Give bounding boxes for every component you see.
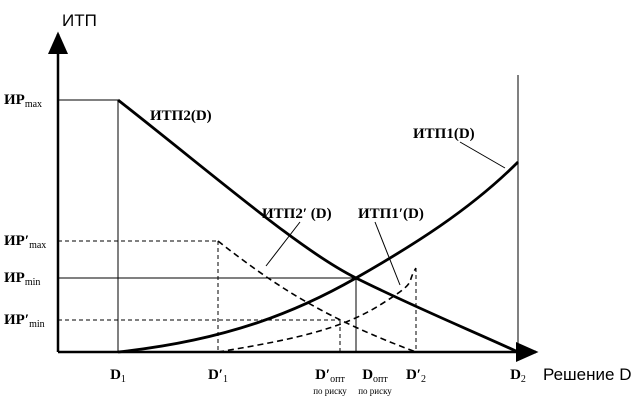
label-main: ИР xyxy=(4,270,25,286)
curves xyxy=(117,98,519,354)
label-sub: опт xyxy=(373,374,388,385)
label-sub: опт xyxy=(330,374,345,385)
label-sub: min xyxy=(25,277,41,288)
label-sub: 2 xyxy=(421,374,426,385)
curve-labels: ИТП2(D) ИТП1(D) ИТП2′ (D) ИТП1′(D) xyxy=(150,108,475,222)
label-main: ИР′ xyxy=(4,233,29,249)
label-sub: min xyxy=(29,319,45,330)
leader xyxy=(374,221,401,286)
label-sub: max xyxy=(29,240,46,251)
curve-label: ИТП2′ (D) xyxy=(262,206,332,222)
curve-itp1 xyxy=(117,161,519,354)
curve-itp2 xyxy=(117,98,519,354)
curve-label: ИТП1′(D) xyxy=(358,206,424,222)
label-main: D′ xyxy=(208,367,223,383)
label-main: D xyxy=(362,367,373,383)
y-label: ИР′max xyxy=(4,233,46,251)
label-main: D xyxy=(510,367,521,383)
x-label-note: по риску xyxy=(358,386,392,396)
label-main: D′ xyxy=(315,367,330,383)
y-title: ИТП xyxy=(62,11,97,30)
label-sub: max xyxy=(25,99,42,110)
leader xyxy=(265,221,301,267)
x-label: D′опт xyxy=(315,367,345,385)
x-label: D1 xyxy=(110,367,126,385)
label-sub: 1 xyxy=(223,374,228,385)
label-main: D xyxy=(110,367,121,383)
x-label-note: по риску xyxy=(313,386,347,396)
x-label: D′1 xyxy=(208,367,228,385)
curve-label: ИТП1(D) xyxy=(413,126,475,142)
y-label: ИРmax xyxy=(4,92,42,110)
label-sub: 1 xyxy=(121,374,126,385)
x-label: D′2 xyxy=(406,367,426,385)
label-main: ИР xyxy=(4,92,25,108)
label-sub: 2 xyxy=(521,374,526,385)
label-main: D′ xyxy=(406,367,421,383)
x-label: Dопт xyxy=(362,367,388,385)
y-label: ИР′min xyxy=(4,312,45,330)
label-main: ИР′ xyxy=(4,312,29,328)
x-label: D2 xyxy=(510,367,526,385)
x-title: Решение D xyxy=(543,365,631,384)
leader xyxy=(459,141,506,169)
curve-itp1-prime xyxy=(217,267,417,353)
curve-label: ИТП2(D) xyxy=(150,108,212,124)
axes xyxy=(48,31,539,362)
y-label: ИРmin xyxy=(4,270,40,288)
curve-itp2-prime xyxy=(217,240,417,353)
